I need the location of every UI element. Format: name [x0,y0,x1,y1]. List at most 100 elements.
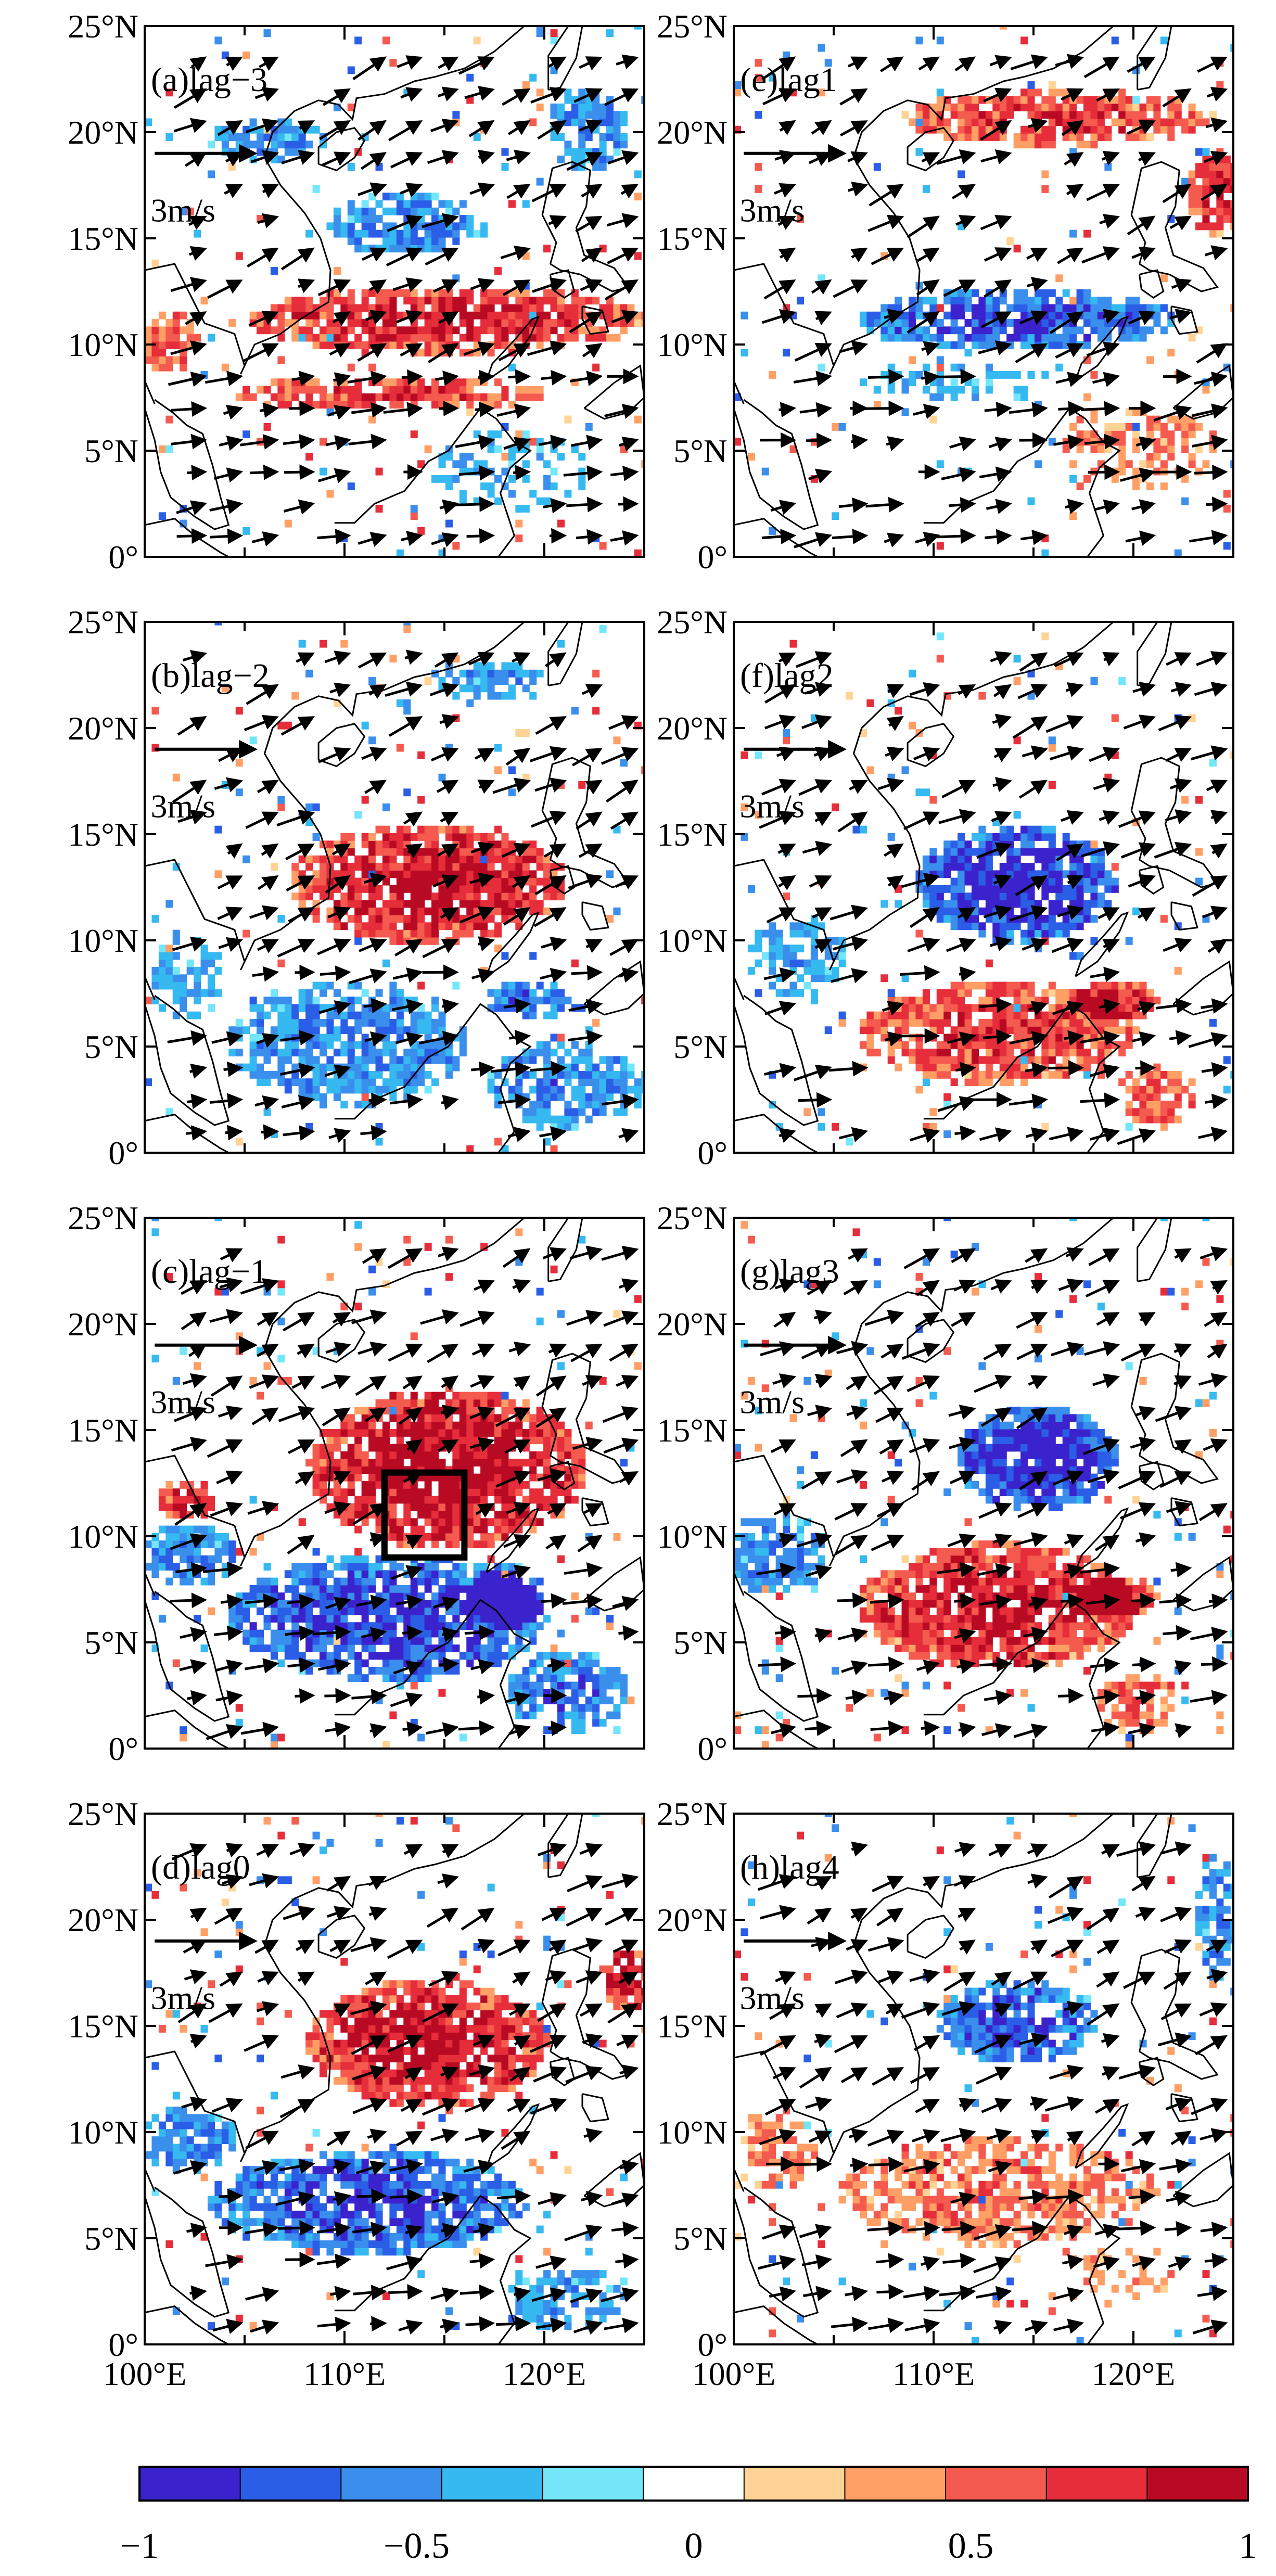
correlation-pixel [838,952,846,960]
correlation-pixel [340,1459,348,1466]
correlation-pixel [207,1540,215,1549]
correlation-pixel [361,855,369,863]
correlation-pixel [347,915,355,923]
correlation-pixel [1202,222,1210,231]
correlation-pixel [180,1347,187,1355]
correlation-pixel [1118,989,1126,997]
correlation-pixel [529,892,537,901]
correlation-pixel [347,1511,355,1519]
correlation-pixel [487,989,495,997]
correlation-pixel [291,304,299,312]
correlation-pixel [347,981,355,990]
wind-arrow [397,55,423,70]
correlation-pixel [958,125,965,134]
correlation-pixel [249,1585,257,1593]
correlation-pixel [389,840,397,849]
coastline-path [145,994,230,1126]
wind-arrow [225,843,243,859]
correlation-pixel [452,475,460,483]
wind-arrow [774,183,796,198]
correlation-pixel [641,319,644,327]
correlation-pixel [936,863,944,871]
correlation-pixel [326,1018,334,1027]
wind-arrow [1202,906,1228,921]
correlation-pixel [922,297,930,305]
correlation-pixel [494,393,502,401]
correlation-pixel [501,892,509,901]
correlation-pixel [536,981,544,990]
correlation-pixel [459,1041,467,1049]
correlation-pixel [305,141,313,149]
correlation-pixel [571,297,579,305]
correlation-pixel [263,1614,271,1623]
correlation-pixel [494,885,502,893]
correlation-pixel [915,125,923,134]
correlation-pixel [277,311,285,320]
correlation-pixel [971,863,979,871]
correlation-pixel [291,1018,299,1027]
correlation-pixel [249,1034,257,1042]
correlation-pixel [494,445,502,453]
correlation-pixel [564,1063,572,1072]
correlation-pixel [326,1614,334,1623]
correlation-pixel [165,1273,173,1281]
wind-arrow [296,652,315,667]
correlation-pixel [410,304,418,312]
correlation-pixel [312,1637,320,1645]
correlation-pixel [1013,371,1021,379]
correlation-pixel [1069,1049,1077,1056]
correlation-pixel [326,1078,334,1087]
correlation-pixel [480,297,488,305]
correlation-pixel [180,326,187,335]
correlation-pixel [165,334,173,342]
correlation-pixel [1041,185,1049,193]
correlation-pixel [1097,1018,1105,1027]
correlation-pixel [165,1525,173,1534]
correlation-pixel [978,341,986,349]
wind-arrow [469,182,495,197]
wind-arrow [604,279,639,301]
correlation-pixel [1216,229,1224,238]
correlation-pixel [761,952,769,960]
correlation-pixel [958,870,965,878]
correlation-pixel [375,1018,383,1027]
correlation-pixel [452,542,460,550]
correlation-pixel [284,1078,292,1087]
wind-arrow [1127,215,1156,236]
correlation-pixel [992,297,1000,305]
correlation-pixel [501,326,509,335]
correlation-pixel [1153,1078,1161,1087]
correlation-pixel [1027,892,1035,901]
correlation-pixel [424,848,432,856]
correlation-pixel [1069,885,1077,893]
correlation-pixel [1083,1011,1091,1019]
correlation-pixel [424,200,432,208]
correlation-pixel [172,1511,180,1519]
correlation-pixel [592,1070,600,1079]
wind-arrow [809,875,832,890]
correlation-pixel [922,1056,930,1064]
correlation-pixel [326,1063,334,1072]
correlation-pixel [368,1041,376,1049]
correlation-pixel [585,1026,593,1035]
correlation-pixel [964,1049,972,1056]
correlation-pixel [978,877,986,886]
wind-arrow [177,809,207,825]
correlation-pixel [277,1733,285,1742]
correlation-pixel [810,967,818,975]
correlation-pixel [999,103,1007,111]
correlation-pixel [529,1070,537,1079]
wind-arrow [549,528,567,544]
correlation-pixel [235,1332,243,1341]
correlation-pixel [909,1049,916,1056]
correlation-pixel [522,304,530,312]
correlation-pixel [361,222,369,231]
correlation-pixel [340,1511,348,1519]
correlation-pixel [887,833,895,841]
wind-arrow [984,247,1012,262]
correlation-pixel [389,207,397,215]
correlation-pixel [571,707,579,715]
correlation-pixel [599,155,607,163]
correlation-pixel [529,1101,537,1108]
correlation-pixel [1132,423,1140,431]
